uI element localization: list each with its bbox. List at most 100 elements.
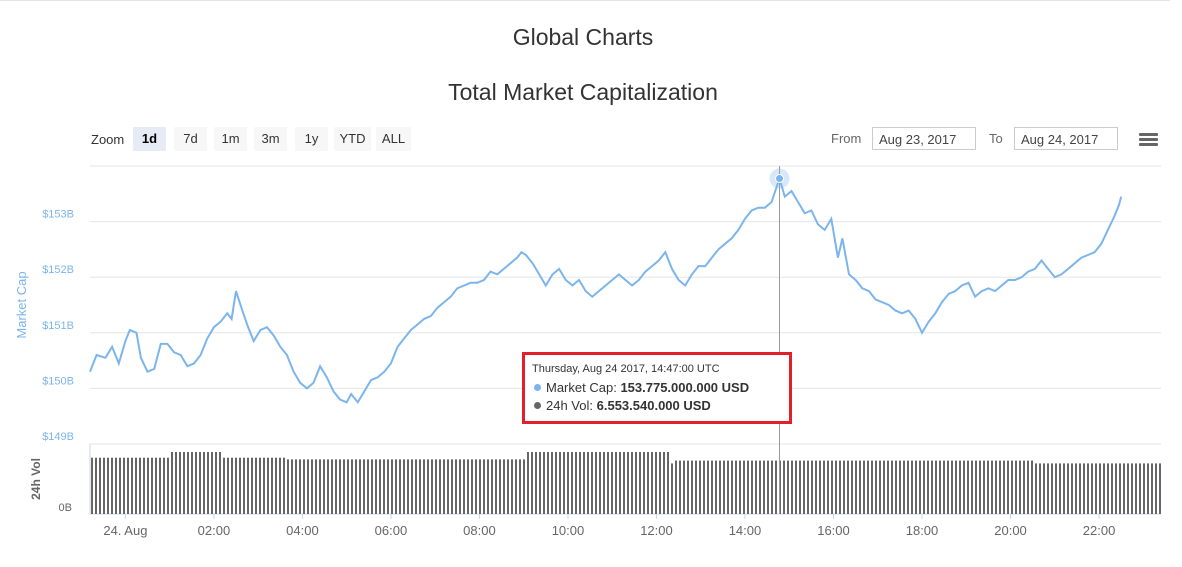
- volume-bar: [151, 457, 153, 514]
- volume-bar: [575, 452, 577, 514]
- tooltip-volume-label: 24h Vol:: [546, 398, 593, 413]
- volume-bar: [479, 459, 481, 514]
- volume-bar: [959, 460, 961, 514]
- volume-bar: [691, 460, 693, 514]
- volume-bar: [463, 459, 465, 514]
- volume-bar: [211, 452, 213, 514]
- volume-bar: [811, 460, 813, 514]
- volume-bar: [1151, 463, 1153, 514]
- volume-bar: [539, 452, 541, 514]
- volume-bar: [1071, 463, 1073, 514]
- volume-bar: [903, 460, 905, 514]
- volume-bar: [907, 460, 909, 514]
- x-tick-label: 24. Aug: [103, 523, 147, 538]
- volume-bar: [967, 460, 969, 514]
- volume-bar: [995, 460, 997, 514]
- hamburger-menu-icon[interactable]: [1139, 133, 1158, 147]
- volume-bar: [739, 460, 741, 514]
- volume-bar: [943, 460, 945, 514]
- volume-bar: [1035, 463, 1037, 514]
- volume-bar: [891, 460, 893, 514]
- volume-bar: [703, 460, 705, 514]
- highlight-point[interactable]: [775, 174, 785, 184]
- volume-bar: [1111, 463, 1113, 514]
- volume-bar: [387, 459, 389, 514]
- volume-bar: [807, 460, 809, 514]
- volume-bar: [1127, 463, 1129, 514]
- volume-bar: [719, 460, 721, 514]
- volume-bar: [819, 460, 821, 514]
- chart-title: Total Market Capitalization: [448, 79, 718, 105]
- y-tick-label: $153B: [42, 209, 74, 221]
- volume-bar: [763, 460, 765, 514]
- volume-bar: [1027, 460, 1029, 514]
- volume-bar: [227, 457, 229, 514]
- volume-bar: [499, 459, 501, 514]
- volume-bar: [251, 457, 253, 514]
- volume-bar: [1075, 463, 1077, 514]
- volume-bar: [635, 452, 637, 514]
- x-tick-label: 10:00: [552, 523, 585, 538]
- volume-bar: [187, 452, 189, 514]
- volume-bar: [855, 460, 857, 514]
- volume-bar: [451, 459, 453, 514]
- volume-bar: [587, 452, 589, 514]
- zoom-button-1y[interactable]: 1y: [295, 127, 328, 151]
- volume-bar: [295, 459, 297, 514]
- volume-bar: [715, 460, 717, 514]
- from-date-input[interactable]: Aug 23, 2017: [872, 127, 976, 150]
- volume-bar: [1103, 463, 1105, 514]
- volume-bar: [1155, 463, 1157, 514]
- zoom-button-3m[interactable]: 3m: [254, 127, 287, 151]
- volume-bar: [1095, 463, 1097, 514]
- volume-bar: [243, 457, 245, 514]
- volume-bar: [139, 457, 141, 514]
- volume-bar: [567, 452, 569, 514]
- volume-bar: [875, 460, 877, 514]
- volume-bar: [1011, 460, 1013, 514]
- volume-bar: [1091, 463, 1093, 514]
- zoom-button-7d[interactable]: 7d: [174, 127, 207, 151]
- volume-bar: [303, 459, 305, 514]
- volume-bar: [899, 460, 901, 514]
- volume-bar: [495, 459, 497, 514]
- volume-bar: [695, 460, 697, 514]
- zoom-button-ytd[interactable]: YTD: [334, 127, 371, 151]
- volume-bar: [363, 459, 365, 514]
- zoom-button-all[interactable]: ALL: [376, 127, 411, 151]
- volume-bar: [255, 457, 257, 514]
- tooltip-volume-value: 6.553.540.000 USD: [596, 398, 711, 413]
- volume-bar: [991, 460, 993, 514]
- volume-bar: [771, 460, 773, 514]
- volume-bar: [1007, 460, 1009, 514]
- volume-bar: [371, 459, 373, 514]
- x-tick-label: 06:00: [375, 523, 408, 538]
- volume-bar: [535, 452, 537, 514]
- volume-bar: [599, 452, 601, 514]
- volume-bar: [551, 452, 553, 514]
- volume-bar: [523, 459, 525, 514]
- volume-bar: [359, 459, 361, 514]
- volume-bar: [1143, 463, 1145, 514]
- volume-bar: [591, 452, 593, 514]
- volume-bar: [475, 459, 477, 514]
- zoom-label: Zoom: [91, 132, 125, 147]
- volume-bar: [827, 460, 829, 514]
- market-cap-line[interactable]: [89, 175, 1123, 405]
- volume-bar: [803, 460, 805, 514]
- volume-bar: [135, 457, 137, 514]
- volume-bar: [279, 457, 281, 514]
- volume-bar: [999, 460, 1001, 514]
- to-date-input[interactable]: Aug 24, 2017: [1014, 127, 1118, 150]
- zoom-button-1m[interactable]: 1m: [214, 127, 247, 151]
- volume-bar: [339, 459, 341, 514]
- volume-bar: [791, 460, 793, 514]
- x-tick-label: 08:00: [463, 523, 496, 538]
- volume-bar: [203, 452, 205, 514]
- volume-bar: [1079, 463, 1081, 514]
- volume-dot-icon: [534, 402, 541, 409]
- volume-bar: [871, 460, 873, 514]
- zoom-button-1d[interactable]: 1d: [133, 127, 166, 151]
- volume-bar: [1039, 463, 1041, 514]
